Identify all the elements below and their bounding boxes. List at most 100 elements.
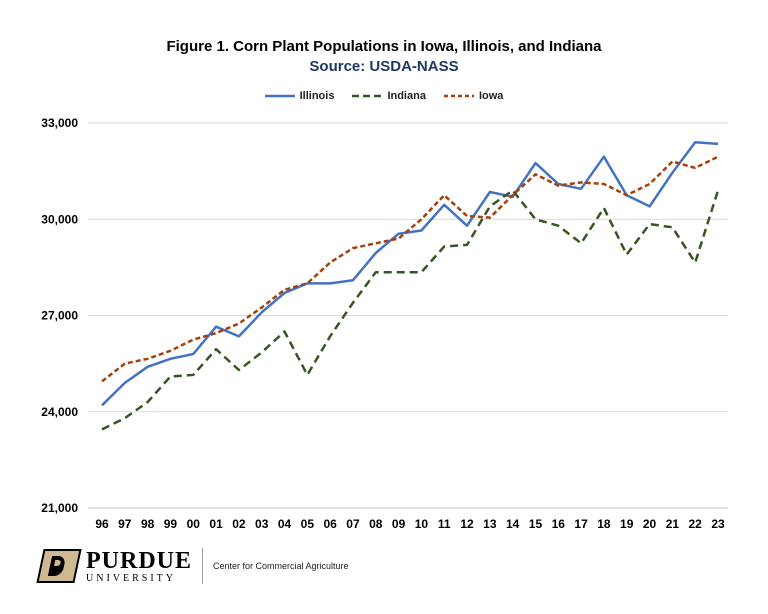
data-point-illinois xyxy=(534,162,536,164)
data-point-iowa xyxy=(466,215,468,217)
chart-legend: Illinois Indiana Iowa xyxy=(0,90,768,102)
data-point-indiana xyxy=(420,271,422,273)
x-tick-label: 14 xyxy=(506,517,520,531)
data-point-iowa xyxy=(146,358,148,360)
x-tick-label: 13 xyxy=(483,517,497,531)
data-point-illinois xyxy=(420,229,422,231)
data-point-iowa xyxy=(626,194,628,196)
data-point-illinois xyxy=(238,335,240,337)
x-tick-label: 12 xyxy=(460,517,474,531)
x-tick-label: 18 xyxy=(597,517,611,531)
chart-subtitle: Source: USDA-NASS xyxy=(309,58,459,75)
center-name: Center for Commercial Agriculture xyxy=(213,561,349,571)
data-point-illinois xyxy=(694,141,696,143)
data-point-iowa xyxy=(443,194,445,196)
series-line-indiana xyxy=(101,189,720,431)
x-tick-label: 00 xyxy=(187,517,201,531)
data-point-indiana xyxy=(238,369,240,371)
logo-name: PURDUE xyxy=(86,547,192,574)
legend-label-indiana: Indiana xyxy=(387,90,426,102)
x-tick-label: 20 xyxy=(643,517,657,531)
data-point-indiana xyxy=(511,189,513,191)
data-point-illinois xyxy=(375,252,377,254)
x-tick-label: 99 xyxy=(164,517,178,531)
data-point-iowa xyxy=(489,216,491,218)
data-point-indiana xyxy=(283,330,285,332)
data-point-iowa xyxy=(420,218,422,220)
legend-item-illinois: Illinois xyxy=(264,90,335,102)
x-tick-label: 01 xyxy=(209,517,223,531)
x-tick-label: 03 xyxy=(255,517,269,531)
data-point-iowa xyxy=(192,338,194,340)
legend-label-iowa: Iowa xyxy=(478,90,504,102)
x-tick-label: 06 xyxy=(323,517,337,531)
x-tick-label: 21 xyxy=(666,517,680,531)
data-point-illinois xyxy=(397,232,399,234)
data-point-iowa xyxy=(124,362,126,364)
data-point-iowa xyxy=(101,380,103,382)
data-point-illinois xyxy=(215,326,217,328)
data-point-iowa xyxy=(261,306,263,308)
data-point-iowa xyxy=(283,289,285,291)
data-point-indiana xyxy=(261,351,263,353)
data-point-iowa xyxy=(648,183,650,185)
data-point-indiana xyxy=(101,428,103,430)
y-tick-label: 27,000 xyxy=(41,309,78,323)
data-point-iowa xyxy=(671,160,673,162)
data-point-iowa xyxy=(215,332,217,334)
data-point-iowa xyxy=(169,350,171,352)
legend-item-indiana: Indiana xyxy=(352,90,426,102)
y-tick-label: 30,000 xyxy=(41,212,78,226)
data-point-iowa xyxy=(352,247,354,249)
x-tick-label: 02 xyxy=(232,517,246,531)
data-point-illinois xyxy=(443,204,445,206)
legend-label-illinois: Illinois xyxy=(299,90,335,102)
data-point-indiana xyxy=(397,271,399,273)
data-point-iowa xyxy=(534,173,536,175)
data-point-illinois xyxy=(283,292,285,294)
data-point-illinois xyxy=(648,205,650,207)
data-point-indiana xyxy=(580,242,582,244)
data-point-indiana xyxy=(626,253,628,255)
x-tick-label: 22 xyxy=(689,517,703,531)
x-tick-label: 08 xyxy=(369,517,383,531)
x-tick-label: 07 xyxy=(346,517,360,531)
logo-subname: UNIVERSITY xyxy=(86,572,176,584)
data-point-indiana xyxy=(557,224,559,226)
data-point-indiana xyxy=(603,207,605,209)
data-point-indiana xyxy=(694,261,696,263)
data-point-indiana xyxy=(124,417,126,419)
data-point-illinois xyxy=(671,172,673,174)
data-point-illinois xyxy=(489,191,491,193)
data-point-iowa xyxy=(580,181,582,183)
data-point-illinois xyxy=(352,279,354,281)
data-point-illinois xyxy=(124,382,126,384)
x-tick-label: 19 xyxy=(620,517,634,531)
data-point-indiana xyxy=(306,374,308,376)
x-tick-label: 05 xyxy=(301,517,315,531)
data-point-iowa xyxy=(329,261,331,263)
x-tick-label: 17 xyxy=(574,517,588,531)
series-line-illinois xyxy=(101,141,719,407)
y-tick-label: 21,000 xyxy=(41,501,78,515)
data-point-indiana xyxy=(717,189,719,191)
x-tick-label: 10 xyxy=(415,517,429,531)
data-point-illinois xyxy=(580,188,582,190)
data-point-indiana xyxy=(146,401,148,403)
data-point-indiana xyxy=(648,223,650,225)
x-tick-label: 11 xyxy=(438,517,451,531)
series-line-iowa xyxy=(101,155,719,383)
y-tick-label: 24,000 xyxy=(41,405,78,419)
data-point-illinois xyxy=(466,224,468,226)
data-point-iowa xyxy=(238,322,240,324)
x-tick-label: 16 xyxy=(552,517,566,531)
x-tick-label: 09 xyxy=(392,517,406,531)
legend-swatch-indiana xyxy=(352,94,383,98)
data-point-iowa xyxy=(603,183,605,185)
data-point-iowa xyxy=(557,184,559,186)
data-point-indiana xyxy=(671,226,673,228)
data-point-illinois xyxy=(101,404,103,406)
legend-swatch-illinois xyxy=(264,94,295,98)
footer-branding: PURDUE UNIVERSITY Center for Commercial … xyxy=(36,547,349,584)
data-point-indiana xyxy=(375,271,377,273)
